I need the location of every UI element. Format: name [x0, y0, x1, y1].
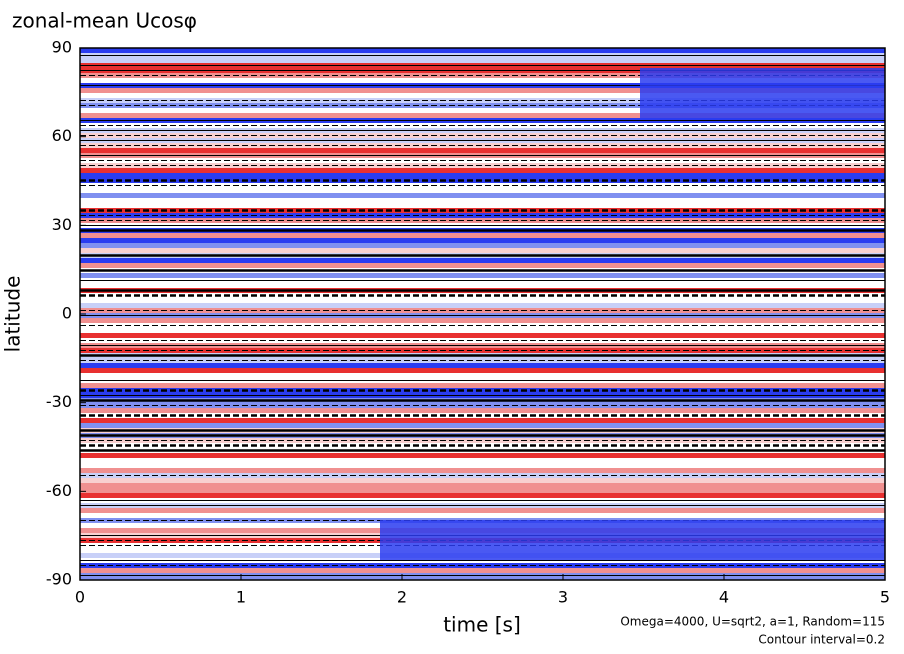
field-band [80, 458, 885, 463]
field-band [80, 443, 885, 448]
annotation: Omega=4000, U=sqrt2, a=1, Random=115 [620, 615, 885, 629]
field-band [80, 328, 885, 333]
field-band [80, 198, 885, 203]
field-band [80, 418, 885, 423]
y-tick-label: -60 [46, 481, 72, 500]
field-band [80, 178, 885, 183]
field-band [80, 323, 885, 328]
x-tick-label: 5 [880, 588, 890, 607]
field-band [80, 508, 885, 513]
field-band [80, 293, 885, 298]
field-band [80, 338, 885, 343]
field-band [80, 488, 885, 493]
field-band [80, 143, 885, 148]
field-band [80, 108, 885, 113]
field-band [80, 358, 885, 363]
field-band [80, 48, 885, 53]
field-band [80, 123, 885, 128]
y-tick-label: 60 [52, 126, 72, 145]
field-band [80, 463, 885, 468]
field-band [80, 168, 885, 173]
field-band [80, 283, 885, 288]
x-tick-label: 3 [558, 588, 568, 607]
y-tick-label: 90 [52, 38, 72, 57]
field-band [80, 478, 885, 483]
field-band [80, 513, 885, 518]
field-band [80, 493, 885, 498]
y-tick-label: 0 [62, 304, 72, 323]
field-band [80, 453, 885, 458]
field-band [80, 133, 885, 138]
field-band [80, 103, 885, 108]
field-band [80, 468, 885, 473]
field-band [80, 308, 885, 313]
field-band [80, 373, 885, 378]
field-band [80, 193, 885, 198]
field-band [80, 403, 885, 408]
x-axis-label: time [s] [443, 613, 521, 637]
field-band [80, 263, 885, 268]
field-band [80, 563, 885, 568]
field-band [80, 163, 885, 168]
field-band [80, 303, 885, 308]
field-band [80, 188, 885, 193]
field-band [80, 568, 885, 573]
field-band [80, 213, 885, 218]
field-band [80, 348, 885, 353]
field-band [80, 473, 885, 478]
field-band [80, 258, 885, 263]
field-band [80, 98, 885, 103]
field-band [380, 520, 885, 560]
field-band [80, 273, 885, 278]
field-band [80, 203, 885, 208]
field-band [80, 173, 885, 178]
y-axis-label: latitude [1, 276, 25, 353]
y-tick-label: -90 [46, 570, 72, 589]
field-band [80, 298, 885, 303]
field-band [80, 158, 885, 163]
contour-field [80, 48, 885, 580]
field-band [80, 368, 885, 373]
chart-title: zonal-mean Ucosφ [12, 9, 197, 33]
field-band [80, 333, 885, 338]
field-band [80, 93, 885, 98]
field-band [80, 578, 885, 580]
field-band [80, 113, 885, 118]
field-band [80, 388, 885, 393]
field-band [80, 183, 885, 188]
field-band [80, 208, 885, 213]
field-band [80, 218, 885, 223]
x-tick-label: 2 [397, 588, 407, 607]
x-tick-label: 4 [719, 588, 729, 607]
x-tick-label: 1 [236, 588, 246, 607]
field-band [80, 363, 885, 368]
field-band [80, 438, 885, 443]
field-band [80, 88, 885, 93]
field-band [80, 423, 885, 428]
y-tick-label: 30 [52, 215, 72, 234]
field-band [640, 68, 885, 118]
field-band [80, 73, 885, 78]
field-band [80, 383, 885, 388]
field-band [80, 483, 885, 488]
y-tick-label: -30 [46, 392, 72, 411]
field-band [80, 248, 885, 253]
field-band [80, 408, 885, 413]
field-band [80, 413, 885, 418]
field-band [80, 238, 885, 243]
field-band [80, 148, 885, 153]
x-tick-label: 0 [75, 588, 85, 607]
field-band [80, 243, 885, 248]
annotation: Contour interval=0.2 [758, 633, 885, 647]
field-band [80, 58, 885, 63]
field-band [80, 318, 885, 323]
field-band [80, 78, 885, 83]
field-band [80, 233, 885, 238]
